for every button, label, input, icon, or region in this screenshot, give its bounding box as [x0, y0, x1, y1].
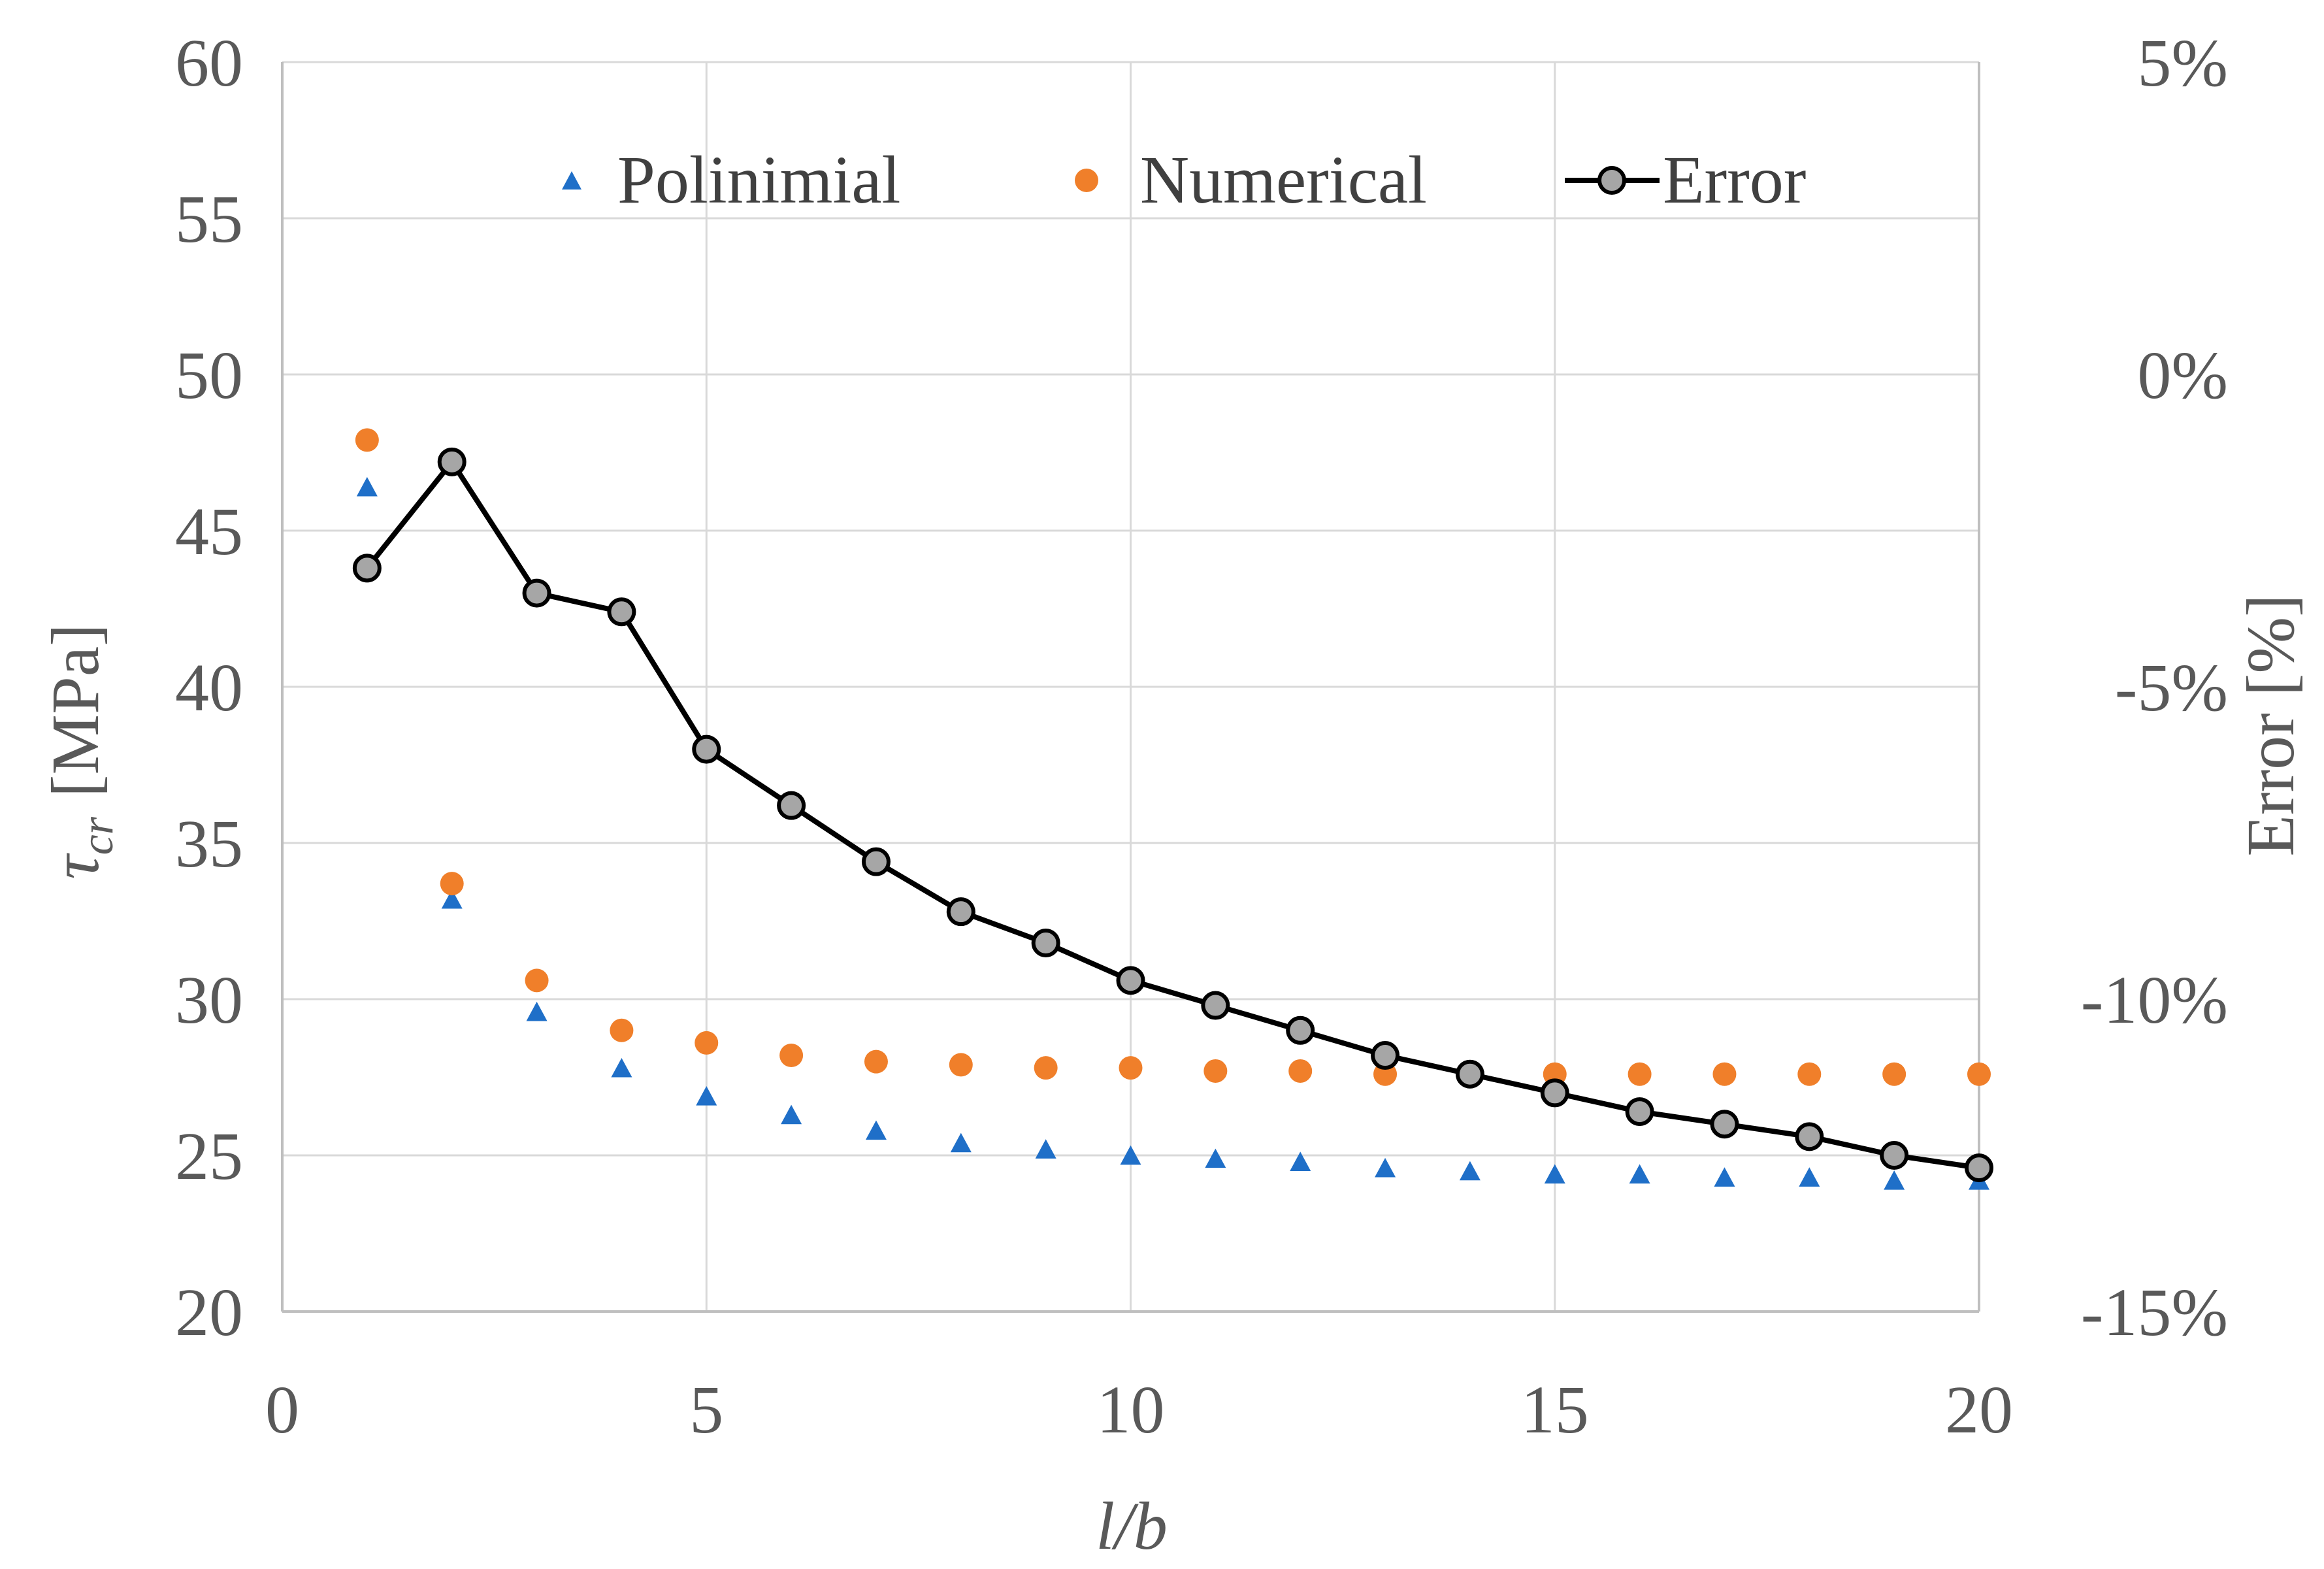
error-point — [1965, 1153, 1993, 1183]
polinimial-point — [865, 1120, 887, 1140]
y-axis-label: τcr [MPa] — [38, 623, 123, 879]
error-point — [1031, 928, 1060, 957]
x-tick-label: 5 — [689, 1372, 723, 1447]
y2-tick-label: -5% — [2115, 650, 2228, 725]
polinimial-point — [1544, 1164, 1565, 1184]
error-point — [437, 447, 466, 476]
error-point — [1625, 1097, 1654, 1127]
numerical-point — [355, 428, 379, 452]
polinimial-point — [950, 1132, 972, 1153]
numerical-point — [1628, 1062, 1652, 1086]
y2-tick-label: 0% — [2137, 338, 2228, 413]
numerical-point — [779, 1044, 804, 1068]
y-tick-label: 40 — [175, 650, 243, 725]
x-tick-label: 15 — [1521, 1372, 1589, 1447]
series-numerical — [355, 428, 1991, 1086]
y2-tick-label: -10% — [2081, 963, 2228, 1038]
error-point — [1540, 1078, 1569, 1108]
polinimial-point — [1629, 1164, 1650, 1184]
legend-error-label: Error — [1663, 142, 1806, 218]
numerical-point — [949, 1053, 973, 1077]
numerical-point — [440, 872, 464, 896]
x-tick-label: 20 — [1945, 1372, 2013, 1447]
legend-polinimial-label: Polinimial — [617, 142, 900, 218]
y-tick-label: 50 — [175, 338, 243, 413]
numerical-point — [1882, 1062, 1907, 1086]
axes — [281, 62, 1980, 1313]
error-point — [1455, 1059, 1484, 1089]
y-tick-label: 55 — [175, 182, 243, 257]
y-tick-label: 20 — [175, 1275, 243, 1350]
polinimial-point — [526, 1001, 548, 1021]
error-point — [946, 897, 975, 927]
legend: Polinimial Numerical Error — [562, 142, 1806, 218]
polinimial-point — [611, 1057, 632, 1078]
numerical-point — [1967, 1062, 1991, 1086]
y-tick-label: 45 — [175, 494, 243, 569]
error-point — [1201, 991, 1230, 1020]
polinimial-point — [1799, 1167, 1820, 1187]
error-point — [1371, 1041, 1400, 1070]
numerical-point — [864, 1049, 888, 1074]
legend-numerical-marker — [1075, 169, 1098, 192]
polinimial-point — [1205, 1148, 1226, 1168]
polinimial-point — [1120, 1145, 1141, 1165]
y-tick-label: 25 — [175, 1119, 243, 1194]
y-tick-label: 30 — [175, 963, 243, 1038]
polinimial-point — [1714, 1167, 1735, 1187]
error-point — [1710, 1110, 1739, 1139]
numerical-point — [1203, 1059, 1228, 1083]
error-point — [1116, 966, 1145, 995]
polinimial-point — [441, 889, 463, 909]
error-point — [352, 553, 382, 583]
error-point — [861, 847, 891, 876]
error-point — [607, 597, 636, 627]
series-error — [352, 447, 1993, 1183]
error-line — [365, 459, 1980, 1171]
polinimial-point — [1375, 1157, 1396, 1178]
numerical-point — [695, 1031, 719, 1055]
numerical-point — [610, 1018, 634, 1042]
legend-error-marker — [1597, 166, 1626, 195]
polinimial-point — [1035, 1139, 1056, 1159]
x-tick-label: 10 — [1097, 1372, 1165, 1447]
y2-tick-label: -15% — [2081, 1275, 2228, 1350]
polinimial-point — [781, 1104, 802, 1125]
polinimial-point — [356, 476, 378, 497]
polinimial-point — [1884, 1170, 1905, 1190]
error-point — [1286, 1016, 1315, 1045]
error-point — [1880, 1141, 1909, 1170]
series-polinimial — [356, 476, 1989, 1190]
error-point — [522, 578, 551, 608]
numerical-point — [1034, 1056, 1058, 1080]
x-axis-label: l/b — [1096, 1489, 1168, 1564]
polinimial-point — [696, 1085, 717, 1106]
legend-polinimial-marker — [562, 171, 581, 190]
error-point — [777, 791, 806, 820]
y-axis-label-symbol: τ — [38, 853, 113, 880]
numerical-point — [1797, 1062, 1822, 1086]
y2-axis-label: Error [%] — [2233, 594, 2308, 856]
polinimial-point — [1290, 1151, 1311, 1171]
plot-area — [352, 428, 1993, 1190]
y-tick-label: 35 — [175, 806, 243, 882]
error-point — [1795, 1122, 1824, 1151]
numerical-point — [1119, 1056, 1143, 1080]
y2-tick-label: 5% — [2137, 25, 2228, 101]
legend-numerical-label: Numerical — [1140, 142, 1427, 218]
error-point — [692, 735, 721, 764]
polinimial-point — [1459, 1161, 1481, 1181]
numerical-point — [525, 968, 549, 993]
tick-labels: 20 25 30 35 40 45 50 55 60 0 5 10 15 20 -15% -10% -5% 0% 5… — [175, 25, 2228, 1447]
x-tick-label: 0 — [265, 1372, 299, 1447]
y-axis-label-unit: [MPa] — [38, 623, 113, 797]
numerical-point — [1712, 1062, 1737, 1086]
numerical-point — [1288, 1059, 1313, 1083]
y-tick-label: 60 — [175, 25, 243, 101]
y-axis-label-subscript: cr — [73, 816, 123, 855]
